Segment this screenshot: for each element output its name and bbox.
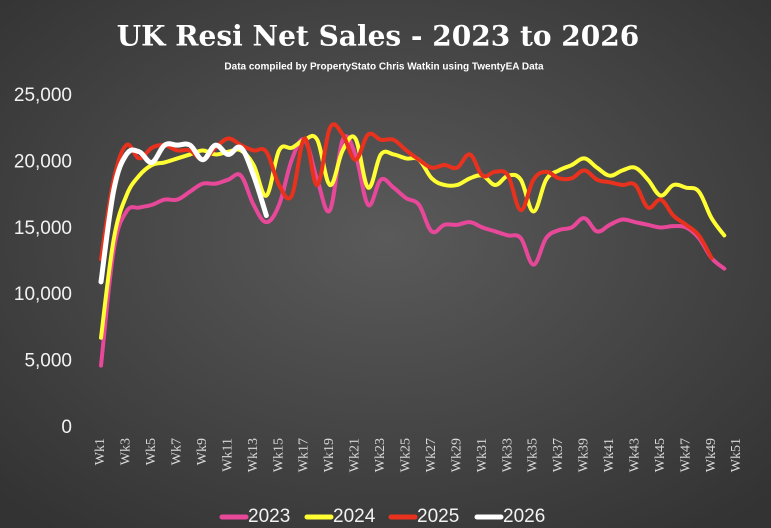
legend-label: 2026 <box>503 506 545 527</box>
x-tick-label: Wk47 <box>678 438 693 472</box>
x-tick-label: Wk23 <box>373 438 388 472</box>
chart-title: UK Resi Net Sales - 2023 to 2026 <box>117 20 639 53</box>
x-tick-label: Wk43 <box>627 438 642 472</box>
x-tick-label: Wk35 <box>526 438 541 472</box>
x-tick-label: Wk1 <box>93 438 108 465</box>
y-tick-label: 15,000 <box>14 218 72 239</box>
x-tick-label: Wk25 <box>398 438 413 472</box>
series-line <box>99 134 727 368</box>
legend-label: 2024 <box>333 506 376 527</box>
y-tick-label: 20,000 <box>14 151 72 172</box>
x-tick-label: Wk17 <box>297 438 312 472</box>
x-tick-label: Wk49 <box>704 438 719 472</box>
x-tick-label: Wk13 <box>246 438 261 472</box>
x-tick-label: Wk45 <box>653 438 668 472</box>
x-tick-label: Wk33 <box>500 438 515 472</box>
x-tick-label: Wk21 <box>348 438 363 472</box>
series-line <box>99 133 727 340</box>
x-tick-label: Wk29 <box>449 438 464 472</box>
y-tick-label: 0 <box>61 417 72 438</box>
legend-label: 2025 <box>417 506 459 527</box>
x-tick-label: Wk41 <box>602 438 617 472</box>
x-tick-label: Wk9 <box>195 438 210 465</box>
x-tick-label: Wk39 <box>577 438 592 472</box>
y-tick-label: 25,000 <box>14 85 72 106</box>
x-tick-label: Wk19 <box>322 438 337 472</box>
x-tick-label: Wk31 <box>475 438 490 472</box>
x-tick-label: Wk3 <box>119 438 134 465</box>
x-tick-label: Wk51 <box>729 438 744 472</box>
x-tick-label: Wk5 <box>144 438 159 465</box>
x-tick-label: Wk37 <box>551 438 566 472</box>
x-tick-label: Wk15 <box>271 438 286 472</box>
y-tick-label: 10,000 <box>14 284 72 305</box>
legend-label: 2023 <box>248 506 290 527</box>
chart-subtitle: Data compiled by PropertyStato Chris Wat… <box>224 62 544 73</box>
x-tick-label: Wk7 <box>170 438 185 465</box>
y-tick-label: 5,000 <box>24 351 72 372</box>
x-tick-label: Wk11 <box>220 438 235 472</box>
x-tick-label: Wk27 <box>424 438 439 472</box>
series-line <box>98 141 269 285</box>
